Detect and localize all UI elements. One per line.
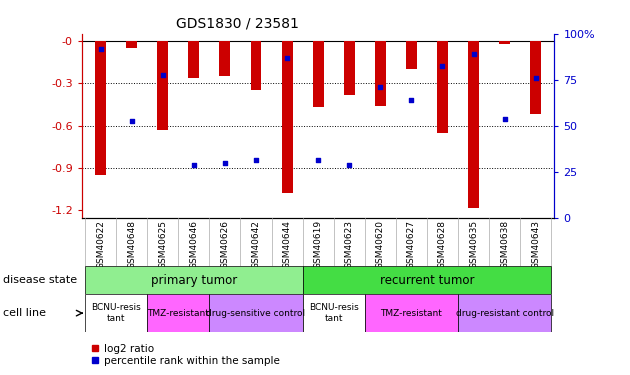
Point xyxy=(406,97,416,103)
Bar xyxy=(95,41,106,175)
Text: GSM40620: GSM40620 xyxy=(376,220,385,269)
Text: cell line: cell line xyxy=(3,308,46,318)
Bar xyxy=(85,294,147,332)
Text: primary tumor: primary tumor xyxy=(151,274,237,287)
Bar xyxy=(188,41,199,78)
Point xyxy=(313,156,323,162)
Text: BCNU-resis
tant: BCNU-resis tant xyxy=(309,303,358,323)
Text: drug-resistant control: drug-resistant control xyxy=(455,309,554,318)
Bar xyxy=(209,294,302,332)
Text: GSM40619: GSM40619 xyxy=(314,220,323,269)
Bar xyxy=(302,266,551,294)
Bar xyxy=(282,41,292,194)
Text: GSM40623: GSM40623 xyxy=(345,220,353,269)
Point xyxy=(469,51,479,57)
Point xyxy=(375,84,386,90)
Legend: log2 ratio, percentile rank within the sample: log2 ratio, percentile rank within the s… xyxy=(87,339,284,370)
Text: disease state: disease state xyxy=(3,275,77,285)
Bar xyxy=(85,266,302,294)
Text: TMZ-resistant: TMZ-resistant xyxy=(381,309,442,318)
Point xyxy=(344,162,354,168)
Text: GSM40635: GSM40635 xyxy=(469,220,478,269)
Text: GSM40646: GSM40646 xyxy=(189,220,198,269)
Bar xyxy=(458,294,551,332)
Text: drug-sensitive control: drug-sensitive control xyxy=(207,309,306,318)
Text: GSM40627: GSM40627 xyxy=(407,220,416,269)
Point xyxy=(96,46,106,52)
Bar xyxy=(158,41,168,130)
Point xyxy=(530,75,541,81)
Point xyxy=(251,156,261,162)
Bar xyxy=(375,41,386,106)
Bar xyxy=(468,41,479,208)
Text: GSM40643: GSM40643 xyxy=(531,220,541,269)
Text: GSM40626: GSM40626 xyxy=(220,220,229,269)
Bar xyxy=(344,41,355,94)
Text: recurrent tumor: recurrent tumor xyxy=(380,274,474,287)
Text: GSM40625: GSM40625 xyxy=(158,220,167,269)
Text: GSM40638: GSM40638 xyxy=(500,220,509,269)
Bar xyxy=(406,41,417,69)
Text: GDS1830 / 23581: GDS1830 / 23581 xyxy=(176,17,299,31)
Point xyxy=(127,117,137,123)
Bar xyxy=(302,294,365,332)
Point xyxy=(500,116,510,122)
Bar xyxy=(312,41,324,107)
Bar xyxy=(499,41,510,44)
Bar xyxy=(251,41,261,90)
Text: GSM40622: GSM40622 xyxy=(96,220,105,269)
Bar xyxy=(530,41,541,114)
Bar xyxy=(126,41,137,48)
Text: GSM40628: GSM40628 xyxy=(438,220,447,269)
Text: TMZ-resistant: TMZ-resistant xyxy=(147,309,209,318)
Bar xyxy=(437,41,448,133)
Point xyxy=(220,160,230,166)
Point xyxy=(158,72,168,78)
Text: BCNU-resis
tant: BCNU-resis tant xyxy=(91,303,141,323)
Point xyxy=(282,55,292,61)
Bar xyxy=(147,294,209,332)
Point xyxy=(189,162,199,168)
Text: GSM40642: GSM40642 xyxy=(251,220,260,269)
Text: GSM40648: GSM40648 xyxy=(127,220,136,269)
Point xyxy=(437,63,447,69)
Bar xyxy=(365,294,458,332)
Text: GSM40644: GSM40644 xyxy=(283,220,292,269)
Bar xyxy=(219,41,231,76)
